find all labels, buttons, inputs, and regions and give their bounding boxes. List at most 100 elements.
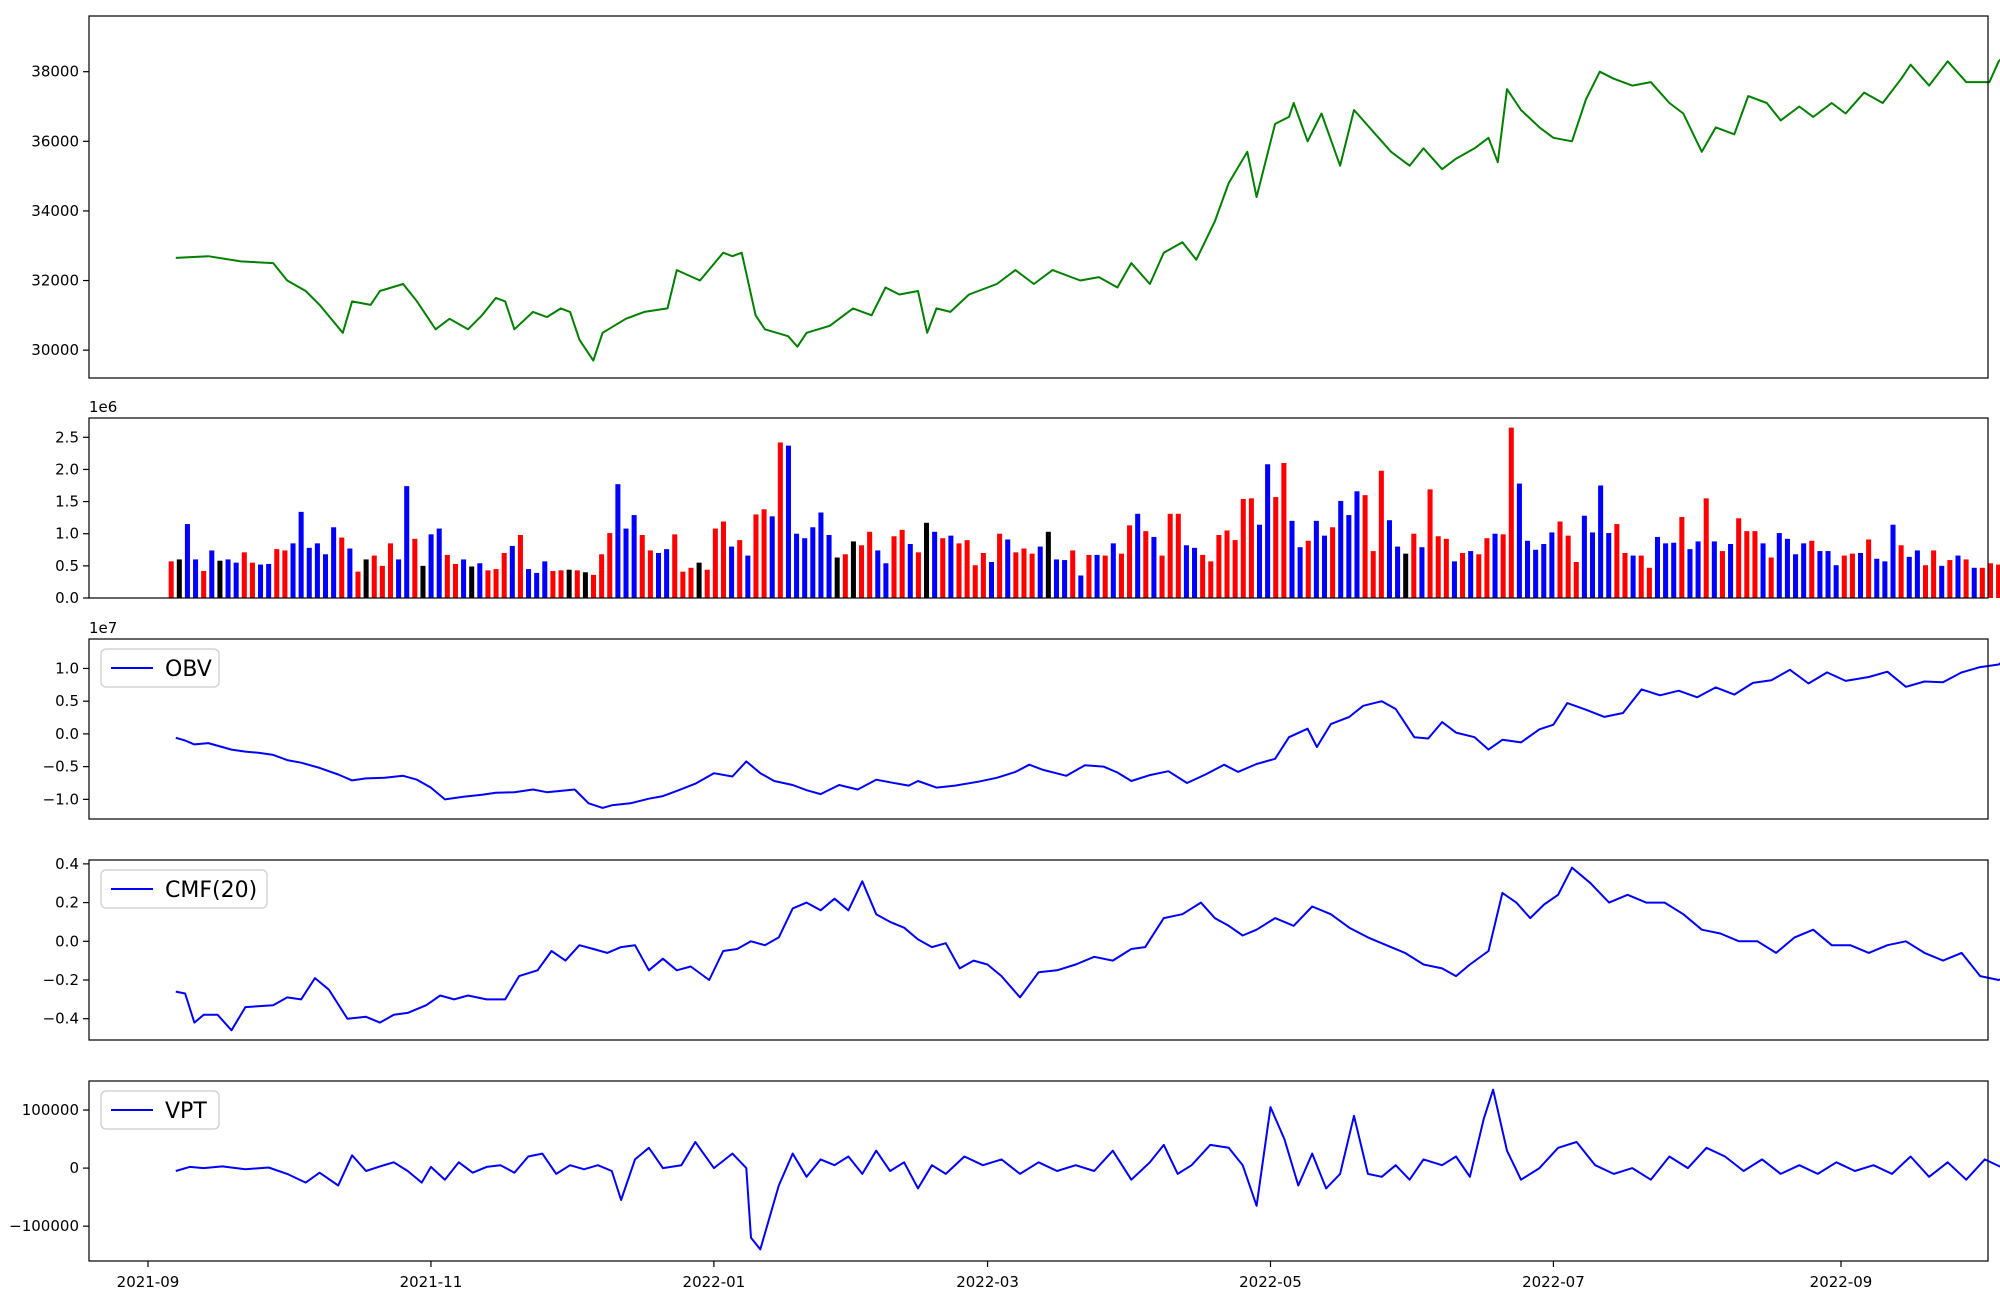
obv-axes-frame	[88, 638, 1989, 820]
volume-bar	[306, 547, 312, 598]
vpt-axes-frame	[88, 1080, 1989, 1262]
volume-bar	[1581, 515, 1587, 598]
volume-bar	[1200, 554, 1206, 598]
obv-legend: OBV	[100, 648, 220, 688]
cmf-ytick-label: 0.2	[55, 894, 79, 912]
volume-bar	[1289, 520, 1295, 598]
cmf-line	[175, 866, 2000, 1032]
volume-bar	[1419, 547, 1425, 598]
volume-bar	[1183, 545, 1189, 598]
volume-bar	[1654, 536, 1660, 598]
volume-bar	[696, 562, 702, 598]
volume-bar	[1443, 538, 1449, 598]
volume-bar	[339, 537, 345, 598]
volume-bar	[615, 484, 621, 598]
volume-ytick-label: 0.0	[55, 589, 79, 607]
volume-bar	[972, 565, 978, 598]
volume-bar	[1086, 554, 1092, 598]
volume-bar	[1646, 567, 1652, 598]
cmf-ytick-label: 0.0	[55, 932, 79, 950]
volume-bar	[1346, 515, 1352, 598]
volume-bar	[1313, 520, 1319, 598]
volume-bar	[477, 563, 483, 598]
volume-bar	[655, 553, 662, 598]
volume-bar	[826, 535, 832, 598]
vpt-legend: VPT	[100, 1090, 220, 1130]
volume-bar	[1395, 546, 1401, 598]
volume-bar	[599, 554, 605, 598]
volume-bar	[1557, 521, 1563, 598]
xtick-label: 2022-07	[1522, 1273, 1585, 1291]
volume-bar	[875, 550, 881, 598]
volume-bar	[729, 546, 735, 598]
volume-bar	[704, 569, 710, 598]
volume-bar	[1687, 549, 1693, 598]
volume-bar	[1882, 561, 1888, 598]
volume-bar	[363, 559, 369, 598]
volume-bar	[1232, 540, 1238, 598]
volume-ytick-label: 2.0	[55, 460, 79, 478]
volume-bar	[1947, 560, 1953, 598]
volume-bar	[932, 531, 938, 598]
volume-bar	[1127, 525, 1133, 598]
volume-bar	[233, 562, 239, 598]
volume-bar	[1549, 532, 1555, 598]
volume-bar	[1492, 533, 1498, 598]
volume-bar	[753, 514, 759, 598]
volume-bar	[1638, 555, 1644, 598]
volume-bar	[720, 521, 726, 598]
volume-bar	[1793, 554, 1799, 598]
volume-bar	[1987, 563, 1993, 598]
volume-bar	[396, 559, 402, 598]
volume-bar	[1728, 544, 1734, 598]
volume-bar	[1971, 567, 1977, 598]
volume-ytick-label: 0.5	[55, 557, 79, 575]
price-axes-frame	[88, 15, 1989, 379]
volume-bar	[355, 571, 361, 598]
volume-bar	[1216, 535, 1222, 598]
volume-bar	[1460, 553, 1466, 598]
volume-bar	[1435, 536, 1441, 598]
volume-bar	[225, 559, 231, 598]
volume-bar	[444, 554, 450, 598]
volume-bar	[184, 524, 190, 598]
vpt-line	[175, 1088, 2000, 1251]
volume-bar	[428, 534, 434, 598]
volume-bar	[940, 538, 946, 598]
volume-ytick-label: 2.5	[55, 428, 79, 446]
volume-bar	[1330, 527, 1336, 598]
volume-bar	[193, 559, 199, 598]
volume-bar	[956, 543, 962, 598]
volume-bar	[818, 512, 824, 598]
volume-bar	[290, 543, 296, 598]
volume-bar	[1719, 551, 1725, 598]
volume-bar	[1013, 552, 1019, 598]
volume-bar	[1248, 498, 1254, 598]
volume-bar	[1053, 559, 1059, 598]
price-ytick-label: 34000	[31, 202, 79, 220]
volume-bar	[1736, 518, 1742, 598]
volume-bar	[1175, 513, 1181, 598]
volume-bar	[785, 445, 791, 598]
volume-bar	[631, 515, 637, 598]
volume-bar	[1338, 500, 1344, 598]
volume-bar	[509, 545, 515, 598]
volume-bar	[1955, 555, 1961, 598]
price-ytick-label: 38000	[31, 63, 79, 81]
volume-bar	[810, 527, 816, 598]
volume-bar	[574, 570, 580, 598]
volume-bar	[517, 535, 523, 598]
volume-bar	[550, 571, 556, 598]
xtick-label: 2022-01	[683, 1273, 746, 1291]
volume-bar	[566, 569, 572, 598]
volume-bar	[249, 562, 255, 598]
volume-bar	[331, 527, 337, 598]
volume-bar	[282, 550, 288, 598]
volume-bar	[1979, 567, 1985, 598]
volume-bar	[664, 549, 670, 598]
volume-bar	[347, 548, 353, 598]
obv-ytick-label: −1.0	[43, 790, 79, 808]
volume-bar	[1508, 427, 1514, 598]
legend-box	[100, 869, 268, 909]
volume-bar	[867, 531, 873, 598]
